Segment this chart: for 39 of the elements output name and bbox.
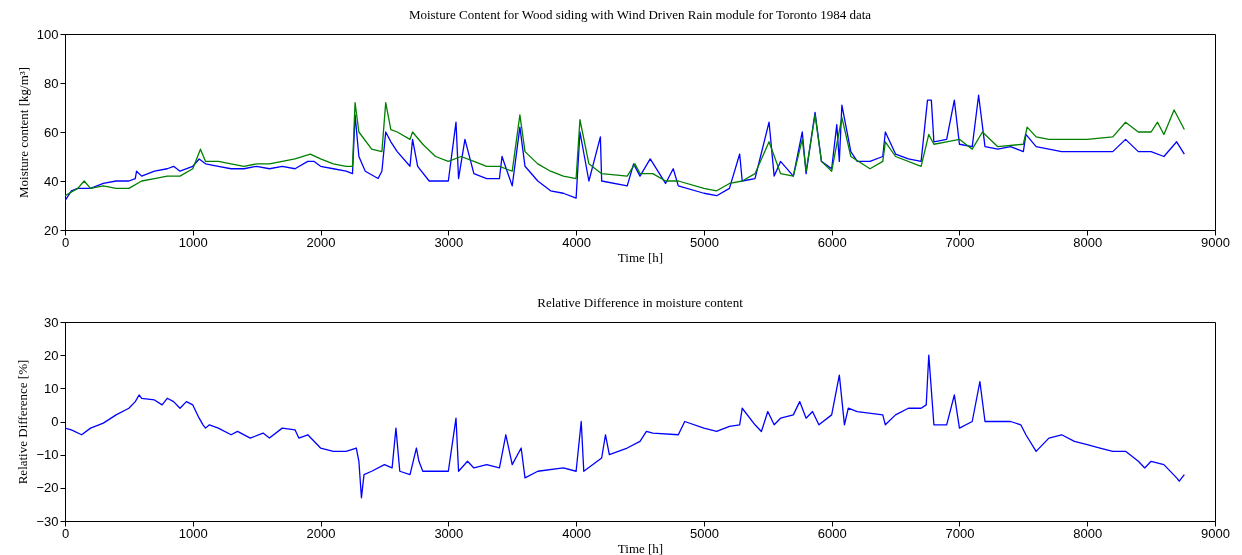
y-tick-label: 80 [44, 75, 59, 91]
y-axis-title: Relative Difference [%] [15, 359, 31, 485]
x-tick-label: 9000 [1201, 234, 1230, 250]
chart-title: Moisture Content for Wood siding with Wind Driven Rain module for Toronto 1984 data [408, 7, 872, 22]
y-tick-label: −30 [36, 513, 59, 529]
y-tick-label: 20 [44, 222, 59, 238]
x-tick-label: 7000 [945, 525, 975, 541]
x-tick-label: 2000 [306, 525, 336, 541]
x-axis-title: Time [h] [617, 540, 664, 555]
y-axis-title: Moisture content [kg/m³] [15, 67, 31, 198]
x-tick-label: 1000 [178, 234, 208, 250]
x-tick-label: 4000 [562, 234, 592, 250]
chart-title: Relative Difference in moisture content [537, 295, 744, 310]
x-tick-label: 6000 [817, 525, 847, 541]
y-tick-label: −10 [36, 447, 59, 463]
y-tick-label: 30 [44, 314, 59, 330]
x-tick-label: 0 [61, 525, 70, 541]
x-tick-label: 3000 [434, 234, 464, 250]
x-tick-label: 0 [61, 234, 70, 250]
y-tick-label: 100 [36, 26, 59, 42]
x-tick-label: 1000 [178, 525, 208, 541]
y-tick-label: 20 [44, 347, 59, 363]
x-tick-label: 9000 [1201, 525, 1230, 541]
line-series [65, 354, 1185, 499]
x-tick-label: 8000 [1073, 234, 1103, 250]
y-tick-label: 60 [44, 124, 59, 140]
x-tick-label: 2000 [306, 234, 336, 250]
x-tick-label: 5000 [689, 234, 719, 250]
x-tick-label: 5000 [689, 525, 719, 541]
y-tick-label: 40 [44, 173, 59, 189]
x-tick-label: 6000 [817, 234, 847, 250]
x-tick-label: 4000 [562, 525, 592, 541]
x-tick-label: 8000 [1073, 525, 1103, 541]
x-axis-title: Time [h] [617, 249, 664, 265]
y-tick-label: −20 [36, 480, 59, 496]
x-tick-label: 7000 [945, 234, 975, 250]
x-tick-label: 3000 [434, 525, 464, 541]
y-tick-label: 0 [51, 414, 59, 429]
y-tick-label: 10 [44, 380, 59, 396]
